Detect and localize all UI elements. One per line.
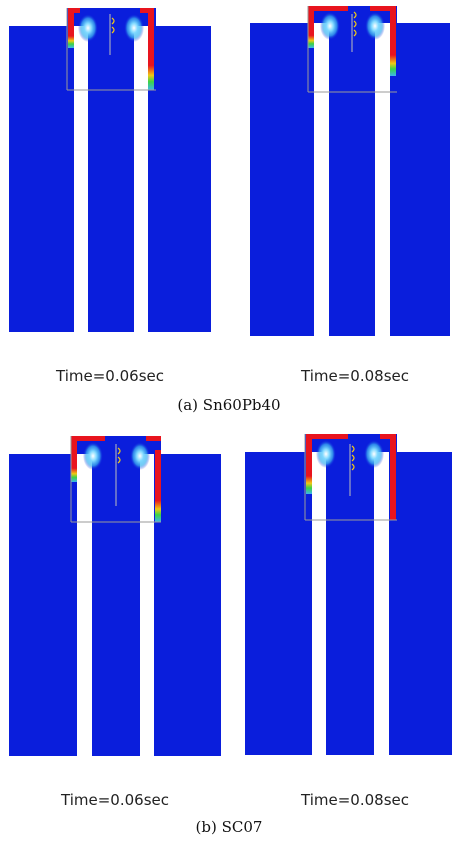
flow-front-top-right — [370, 6, 396, 11]
flow-front-top-right — [140, 8, 154, 13]
panel-caption: (a) Sn60Pb40 — [177, 396, 280, 414]
time-label: Time=0.08sec — [300, 791, 409, 809]
flow-front-top — [71, 436, 105, 441]
channel-right — [134, 26, 148, 332]
time-label: Time=0.08sec — [300, 367, 409, 385]
channel-right — [375, 23, 390, 336]
panel-a-frame-2: Time=0.08sec — [250, 6, 450, 385]
panel-a-frame-1: Time=0.06sec — [9, 8, 211, 385]
channel-left — [77, 454, 92, 756]
flow-glow — [78, 14, 98, 42]
channel-left — [314, 23, 329, 336]
channel-left — [312, 452, 326, 755]
flow-front-left — [71, 436, 77, 482]
flow-glow — [320, 12, 340, 40]
time-label: Time=0.06sec — [55, 367, 164, 385]
panel-b-frame-1: Time=0.06sec — [9, 436, 221, 809]
probe-mark — [117, 447, 121, 464]
flow-front-left — [306, 434, 312, 494]
flow-front-right — [390, 6, 396, 76]
channel-right — [140, 454, 154, 756]
flow-glow — [364, 440, 384, 468]
time-label: Time=0.06sec — [60, 791, 169, 809]
flow-front-right — [155, 450, 161, 522]
panel-caption: (b) SC07 — [196, 818, 263, 836]
flow-front-left — [308, 6, 314, 48]
flow-glow — [130, 442, 150, 470]
panel-b-frame-2: Time=0.08sec — [245, 434, 452, 809]
flow-front-right — [390, 438, 396, 520]
channel-right — [374, 452, 389, 755]
flow-front-right — [148, 8, 154, 90]
flow-front-top-right — [146, 436, 161, 441]
probe-mark — [351, 445, 355, 471]
flow-glow — [365, 12, 385, 40]
flow-front-top — [306, 434, 348, 439]
flow-front-left — [68, 8, 74, 48]
flow-front-top — [308, 6, 348, 11]
probe-mark — [111, 17, 115, 34]
channel-left — [74, 26, 88, 332]
flow-glow — [316, 440, 336, 468]
flow-glow — [124, 14, 144, 42]
flow-glow — [83, 442, 103, 470]
probe-mark — [353, 11, 357, 37]
flow-front-top-right — [380, 434, 396, 439]
flow-front-top — [68, 8, 80, 13]
